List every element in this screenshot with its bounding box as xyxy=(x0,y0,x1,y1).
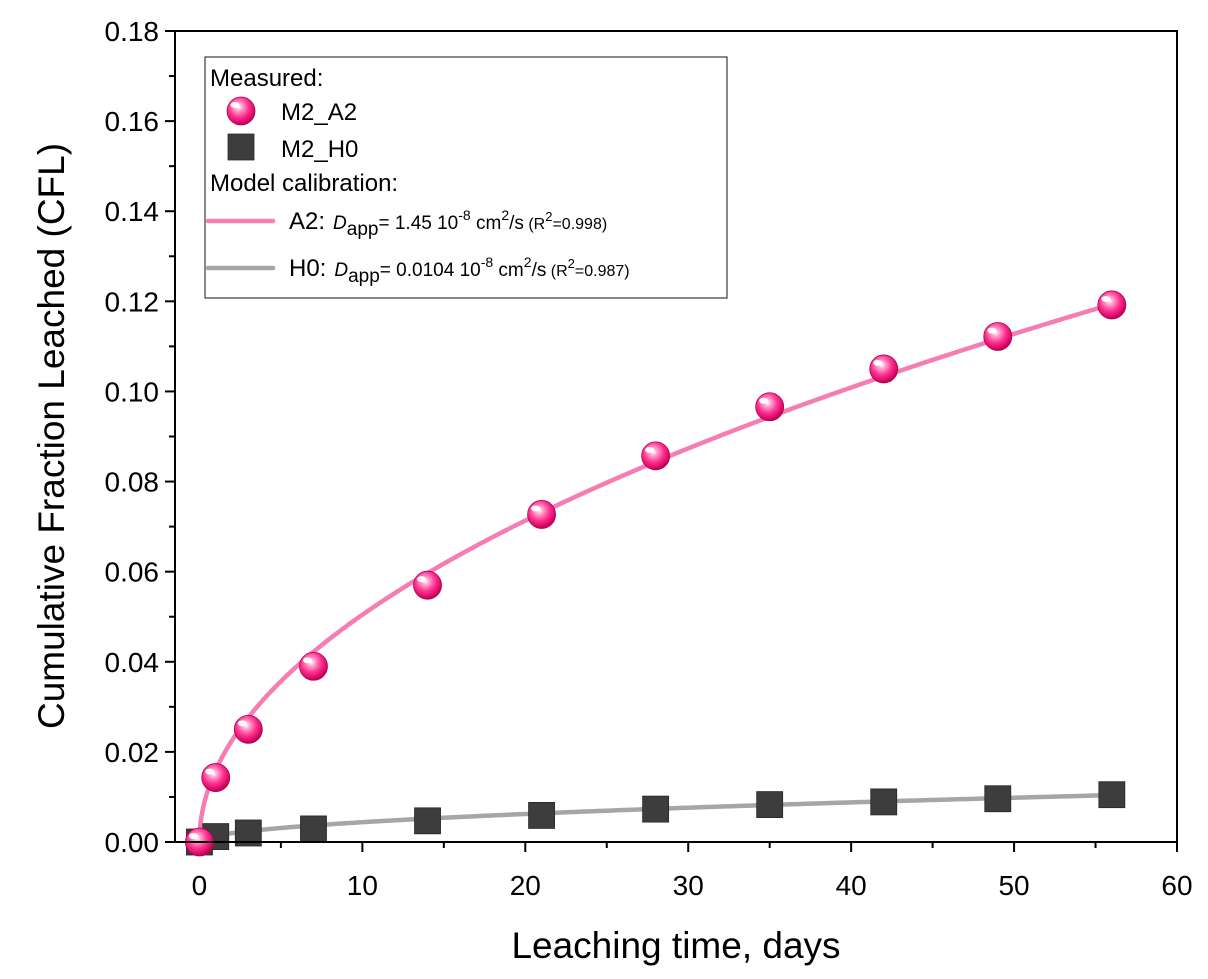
m2-h0-point xyxy=(528,802,555,829)
legend-label-m2-a2: M2_A2 xyxy=(281,99,357,126)
legend-model-header: Model calibration: xyxy=(210,170,398,197)
m2-a2-point xyxy=(299,651,328,681)
m2-a2-point xyxy=(869,354,899,384)
legend-h0-sub: app xyxy=(348,266,380,287)
y-tick-label: 0.02 xyxy=(105,737,160,768)
m2-a2-point xyxy=(983,322,1013,351)
x-tick-label: 40 xyxy=(836,870,867,901)
m2-a2-point xyxy=(1097,290,1127,320)
x-tick-label: 20 xyxy=(510,870,541,901)
m2-h0-point xyxy=(984,785,1012,813)
m2-a2-point xyxy=(641,441,671,471)
x-tick-label: 30 xyxy=(673,870,704,901)
y-tick-label: 0.10 xyxy=(105,376,160,407)
m2-a2-markers xyxy=(185,290,1127,857)
y-tick-label: 0.00 xyxy=(105,827,160,858)
legend-marker-m2-a2 xyxy=(226,96,256,126)
m2-h0-point xyxy=(642,795,670,823)
legend-h0-unit: cm xyxy=(493,260,524,281)
legend-h0-r2-val: =0.987) xyxy=(575,263,630,280)
plot-frame xyxy=(174,30,1178,843)
legend-a2-value: = 1.45 10 xyxy=(378,213,458,234)
legend-a2-unit-exp: 2 xyxy=(501,207,509,223)
x-tick-label: 50 xyxy=(998,870,1029,901)
legend-h0-value: = 0.0104 10 xyxy=(380,260,481,281)
y-tick-label: 0.04 xyxy=(105,647,160,678)
y-tick-label: 0.14 xyxy=(105,196,160,227)
x-tick-label: 0 xyxy=(192,870,208,901)
m2-h0-point xyxy=(756,791,784,819)
legend-a2-r2-val: =0.998) xyxy=(552,216,607,233)
legend-h0-unit-exp: 2 xyxy=(524,254,532,270)
m2-h0-point xyxy=(414,807,441,835)
legend-a2-unit-tail: /s xyxy=(509,213,524,234)
legend-a2-r2: (R xyxy=(524,216,545,233)
legend-a2-d: D xyxy=(333,213,347,234)
m2-h0-point xyxy=(300,815,327,843)
legend-h0-prefix: H0: xyxy=(289,255,326,282)
legend-measured-header: Measured: xyxy=(210,65,323,92)
m2-a2-point xyxy=(527,500,556,529)
m2-h0-point xyxy=(1098,781,1126,809)
legend-h0-r2: (R xyxy=(546,263,567,280)
x-tick-label: 10 xyxy=(347,870,378,901)
x-axis-title: Leaching time, days xyxy=(511,925,840,966)
m2-a2-point xyxy=(413,570,442,600)
legend-box xyxy=(204,56,728,299)
legend-a2-prefix: A2: xyxy=(289,208,325,235)
x-axis-ticks: 0 10 20 30 40 50 60 xyxy=(192,842,1193,901)
x-tick-label: 60 xyxy=(1161,870,1192,901)
legend-label-m2-h0: M2_H0 xyxy=(281,136,358,163)
legend-h0-exp: -8 xyxy=(481,254,494,270)
legend-h0-d: D xyxy=(334,260,348,281)
m2-h0-point xyxy=(870,788,898,816)
legend-a2-exp: -8 xyxy=(458,207,471,223)
legend-marker-m2-h0 xyxy=(227,133,255,161)
legend-a2-unit: cm xyxy=(471,213,502,234)
legend: Measured: M2_A2 M2_H0 Model calibration:… xyxy=(204,56,728,299)
y-tick-label: 0.18 xyxy=(105,16,160,47)
legend-label-h0: H0: Dapp= 0.0104 10-8 cm2/s (R2=0.987) xyxy=(289,254,630,287)
legend-a2-sub: app xyxy=(347,219,379,240)
legend-h0-r2-exp: 2 xyxy=(568,256,575,271)
y-tick-label: 0.16 xyxy=(105,106,160,137)
y-axis-title: Cumulative Fraction Leached (CFL) xyxy=(31,143,72,729)
legend-a2-r2-exp: 2 xyxy=(545,209,552,224)
y-axis-ticks: 0.00 0.02 0.04 0.06 0.08 0.10 0.12 0.14 0.16 0.18 xyxy=(105,16,175,858)
y-tick-label: 0.06 xyxy=(105,557,160,588)
m2-a2-point xyxy=(201,763,231,792)
m2-h0-markers xyxy=(186,781,1126,856)
legend-h0-unit-tail: /s xyxy=(532,260,547,281)
m2-a2-point xyxy=(755,392,785,422)
m2-a2-point xyxy=(233,714,263,744)
y-tick-label: 0.12 xyxy=(105,286,160,317)
a2-model-curve xyxy=(197,301,1115,842)
y-tick-label: 0.08 xyxy=(105,467,160,498)
legend-label-a2: A2: Dapp= 1.45 10-8 cm2/s (R2=0.998) xyxy=(289,207,607,240)
